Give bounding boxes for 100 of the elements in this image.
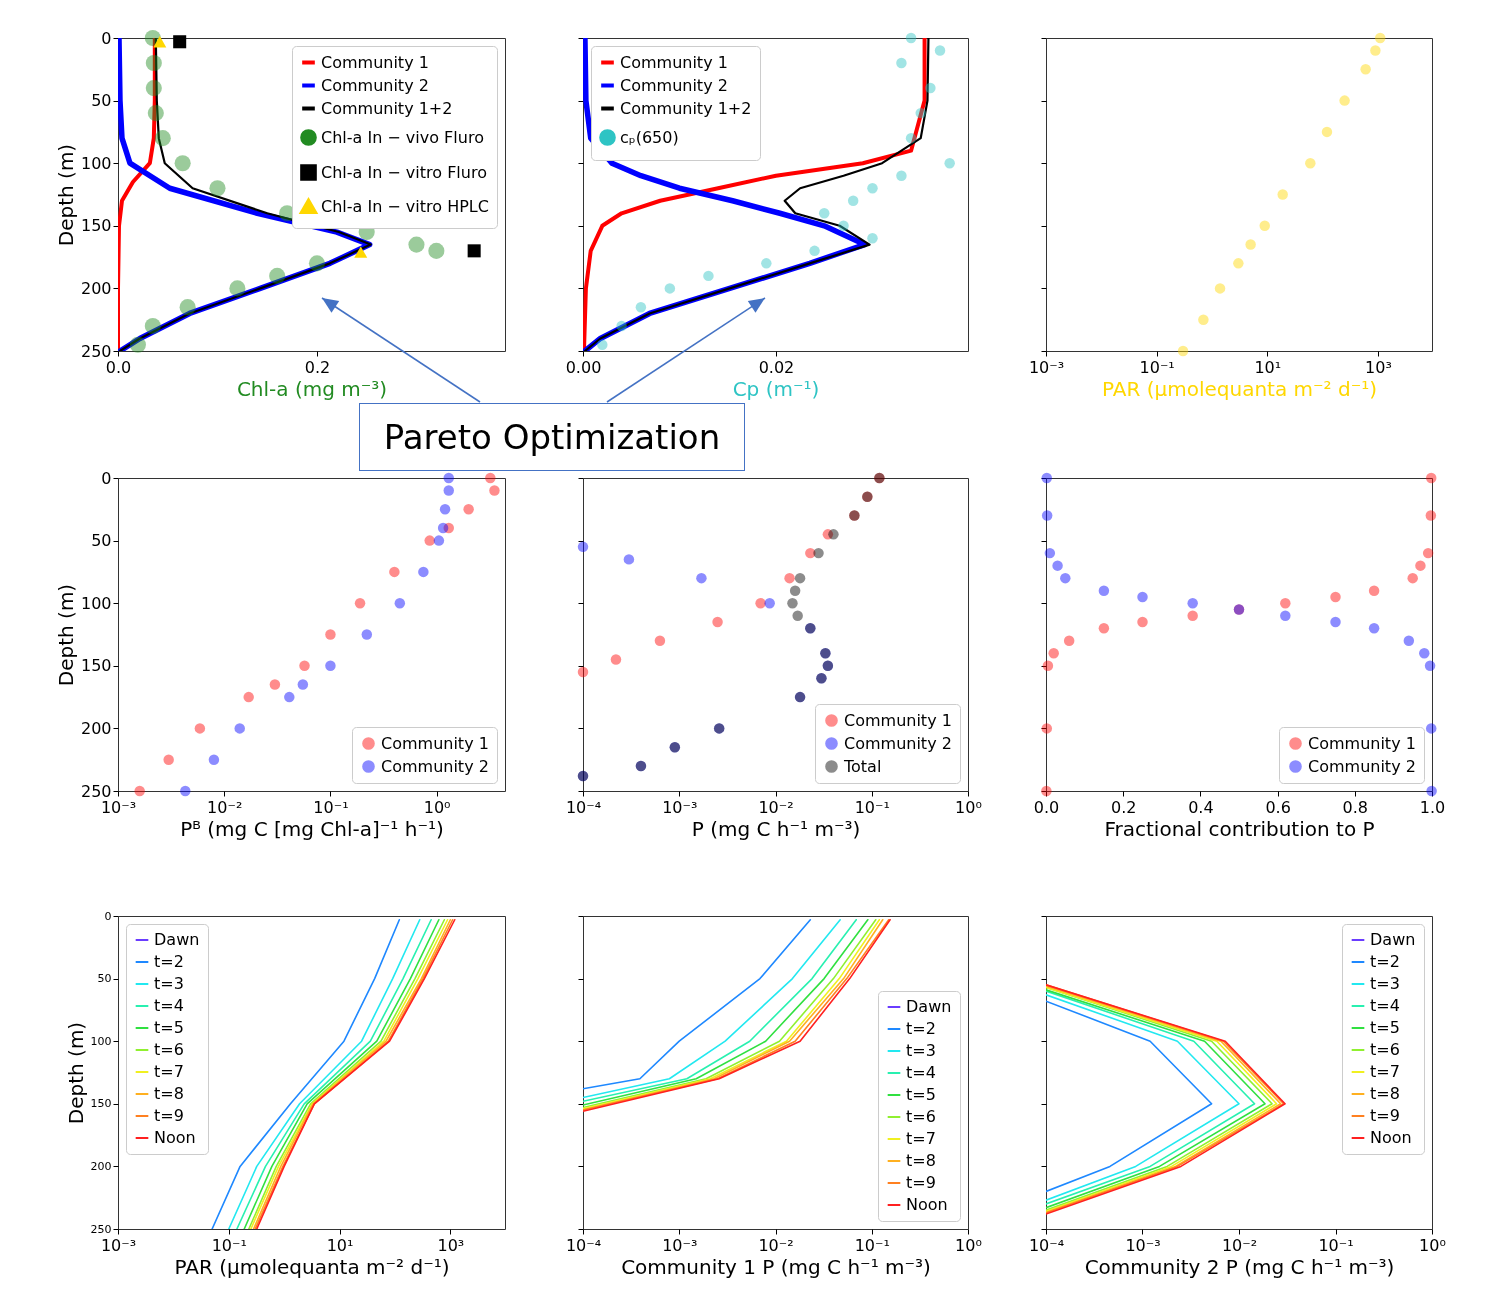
x-tick-label: 0.0 [1033, 797, 1060, 817]
legend-label: t=6 [154, 1040, 184, 1059]
text: Pareto Optimization [359, 403, 745, 471]
y-tick-label: 150 [80, 216, 112, 236]
legend-label: t=3 [906, 1041, 936, 1060]
x-axis-title: Pᴮ (mg C [mg Chl-a]⁻¹ h⁻¹) [180, 816, 444, 841]
legend-label: Community 1 [321, 52, 429, 72]
x-tick-label: 10⁻³ [662, 1235, 698, 1255]
x-tick-label: 10⁻¹ [854, 797, 890, 817]
legend-label: t=5 [906, 1085, 936, 1104]
y-tick-label: 50 [97, 972, 112, 986]
x-axis-title: P (mg C h⁻¹ m⁻³) [691, 816, 861, 841]
y-tick-label: 100 [80, 153, 112, 173]
y-tick-label: 150 [80, 656, 112, 676]
x-tick-label: 1.0 [1419, 797, 1446, 817]
x-tick-label: 10⁻³ [662, 797, 698, 817]
legend-label: cₚ(650) [620, 127, 679, 147]
legend-label: t=9 [1370, 1106, 1400, 1125]
y-tick-label: 100 [90, 1034, 112, 1048]
legend-label: t=2 [154, 952, 184, 971]
x-tick-label: 10⁻³ [1028, 357, 1065, 377]
x-tick-label: 10⁻² [1221, 1235, 1258, 1255]
legend-label: t=7 [154, 1062, 184, 1081]
x-axis-title: Chl-a (mg m⁻³) [236, 376, 388, 401]
x-axis-title: PAR (μmolequanta m⁻² d⁻¹) [1101, 376, 1378, 401]
y-tick-label: 200 [90, 1159, 112, 1173]
x-tick-label: 10⁰ [1419, 1235, 1446, 1255]
x-tick-label: 10⁻³ [100, 1235, 137, 1255]
x-tick-label: 10⁰ [423, 797, 451, 817]
legend-label: Chl-a In − vitro Fluro [321, 162, 487, 182]
legend-label: Community 2 [844, 733, 952, 753]
legend-label: t=3 [1370, 974, 1400, 993]
x-tick-label: 10⁻¹ [313, 797, 349, 817]
x-tick-label: 10³ [437, 1235, 465, 1255]
legend-label: t=4 [154, 996, 184, 1015]
x-tick-label: 0.8 [1342, 797, 1369, 817]
legend-label: Community 1 [844, 710, 952, 730]
legend-label: Noon [1370, 1128, 1412, 1147]
legend-label: t=2 [906, 1019, 936, 1038]
y-tick-label: 0 [104, 909, 112, 923]
legend-label: Community 1 [620, 52, 728, 72]
y-axis-title: Depth (m) [53, 583, 78, 687]
legend-label: Chl-a In − vitro HPLC [321, 196, 489, 216]
x-tick-label: 10³ [1365, 357, 1392, 377]
legend-label: t=2 [1370, 952, 1400, 971]
x-tick-label: 0.4 [1188, 797, 1214, 817]
legend-label: Community 2 [1308, 756, 1416, 776]
legend-label: t=9 [906, 1173, 936, 1192]
y-tick-label: 50 [91, 91, 112, 111]
x-tick-label: 10⁻⁴ [565, 797, 602, 817]
x-tick-label: 10¹ [1254, 357, 1282, 377]
x-tick-label: 0.6 [1265, 797, 1291, 817]
legend-label: Dawn [1370, 930, 1416, 949]
x-tick-label: 10⁻² [758, 797, 794, 817]
legend-label: Total [843, 756, 882, 776]
legend-label: Noon [906, 1195, 948, 1214]
x-tick-label: 0.2 [1110, 797, 1137, 817]
y-tick-label: 150 [90, 1097, 112, 1111]
legend-label: t=5 [154, 1018, 184, 1037]
legend-label: t=8 [906, 1151, 936, 1170]
legend-label: Community 2 [620, 75, 728, 95]
x-tick-label: 10⁻¹ [854, 1235, 890, 1255]
legend-label: t=3 [154, 974, 184, 993]
legend-label: Community 1+2 [620, 98, 752, 118]
legend-label: t=9 [154, 1106, 184, 1125]
legend-label: t=7 [1370, 1062, 1400, 1081]
legend-label: t=6 [906, 1107, 936, 1126]
x-tick-label: 10⁰ [955, 1235, 982, 1255]
legend-label: t=7 [906, 1129, 936, 1148]
y-tick-label: 0 [101, 28, 112, 48]
legend-label: Community 2 [381, 756, 489, 776]
x-tick-label: 10⁻⁴ [565, 1235, 602, 1255]
legend-label: Dawn [154, 930, 200, 949]
legend-label: t=6 [1370, 1040, 1400, 1059]
x-tick-label: 10⁻² [207, 797, 243, 817]
legend-label: Noon [154, 1128, 196, 1147]
y-tick-label: 0 [101, 468, 112, 488]
legend-label: t=8 [154, 1084, 184, 1103]
x-tick-label: 0.00 [565, 357, 602, 377]
y-tick-label: 200 [80, 278, 112, 298]
x-tick-label: 10¹ [326, 1235, 354, 1255]
x-axis-title: Community 1 P (mg C h⁻¹ m⁻³) [621, 1254, 931, 1279]
x-tick-label: 10⁰ [955, 797, 982, 817]
y-axis-title: Depth (m) [63, 1021, 88, 1125]
x-tick-label: 10⁻¹ [211, 1235, 247, 1255]
x-tick-label: 10⁻⁴ [1028, 1235, 1065, 1255]
x-tick-label: 10⁻¹ [1318, 1235, 1354, 1255]
legend-label: Chl-a In − vivo Fluro [321, 127, 484, 147]
legend-label: Dawn [906, 997, 952, 1016]
legend-label: t=4 [1370, 996, 1400, 1015]
x-tick-label: 0.2 [304, 357, 331, 377]
x-axis-title: Community 2 P (mg C h⁻¹ m⁻³) [1084, 1254, 1395, 1279]
x-axis-title: Cp (m⁻¹) [732, 376, 820, 401]
y-tick-label: 100 [80, 593, 112, 613]
y-tick-label: 250 [90, 1222, 112, 1236]
x-tick-label: 0.02 [758, 357, 795, 377]
y-tick-label: 200 [80, 718, 112, 738]
x-axis-title: Fractional contribution to P [1104, 816, 1375, 841]
x-tick-label: 10⁻² [758, 1235, 794, 1255]
legend-label: Community 1 [1308, 733, 1416, 753]
